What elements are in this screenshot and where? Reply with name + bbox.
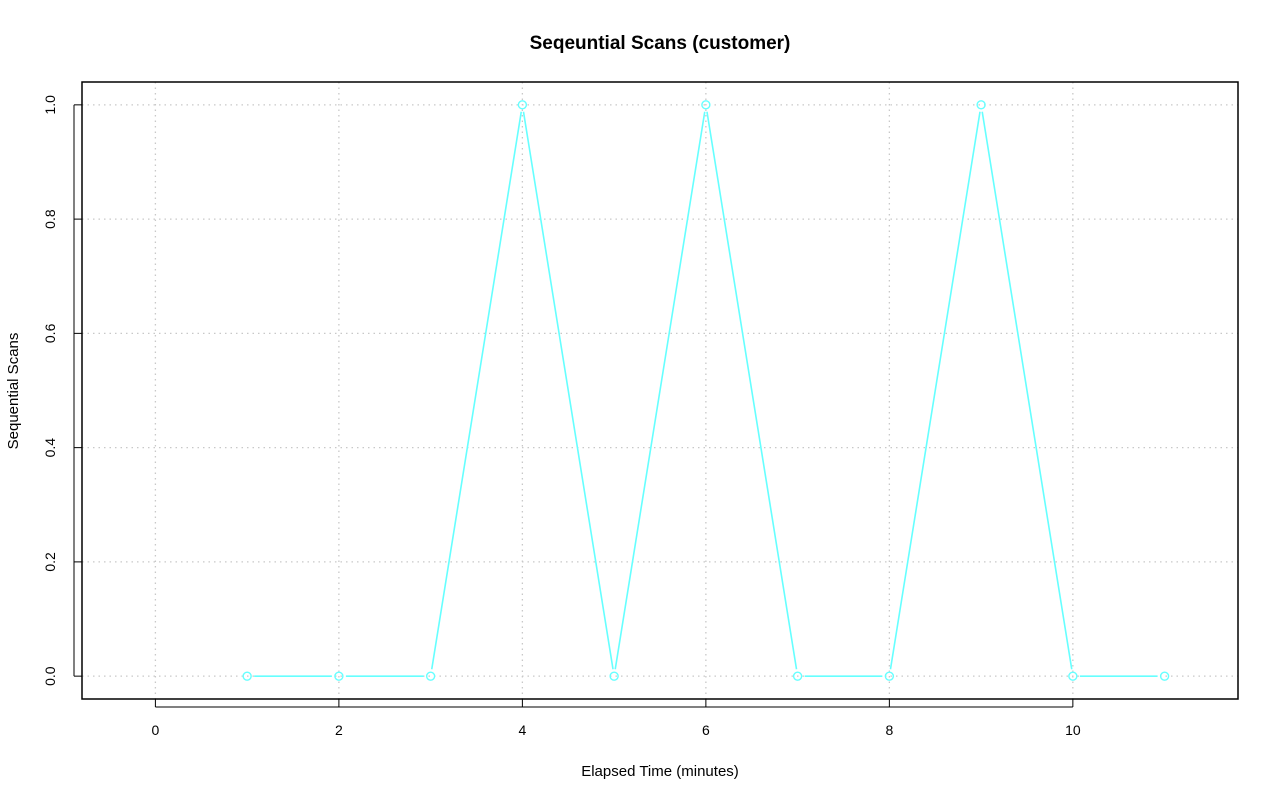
y-tick-label: 0.2	[42, 552, 58, 572]
x-tick-label: 4	[518, 722, 526, 738]
series-segment	[522, 111, 614, 670]
data-point	[609, 671, 619, 681]
y-axis: 0.0 0.2 0.4 0.6 0.8 1.0	[42, 95, 82, 686]
series-segment	[430, 111, 523, 670]
data-point	[1159, 671, 1170, 681]
x-tick-label: 0	[151, 722, 159, 738]
x-tick-label: 6	[702, 722, 710, 738]
y-tick-label: 0.8	[42, 209, 58, 229]
data-point	[884, 671, 895, 681]
series-segment	[981, 111, 1073, 670]
y-tick-label: 0.4	[42, 438, 58, 458]
x-axis: 0 2 4 6 8 10	[151, 699, 1081, 738]
y-axis-title: Sequential Scans	[5, 333, 22, 450]
y-tick-label: 1.0	[42, 95, 58, 115]
y-tick-label: 0.0	[42, 666, 58, 686]
series-layer	[242, 100, 1170, 681]
data-point	[701, 100, 711, 110]
x-axis-title: Elapsed Time (minutes)	[581, 763, 739, 780]
data-point	[976, 100, 986, 110]
data-point	[517, 100, 528, 110]
data-point	[334, 671, 344, 681]
data-point	[792, 671, 803, 681]
plot-frame	[81, 81, 1239, 700]
chart-title: Seqeuntial Scans (customer)	[530, 33, 791, 54]
data-point	[242, 671, 252, 681]
data-point	[425, 671, 436, 681]
series-segment	[614, 111, 706, 670]
x-tick-label: 2	[335, 722, 343, 738]
y-tick-label: 0.6	[42, 323, 58, 343]
x-tick-label: 8	[885, 722, 893, 738]
data-point	[1068, 671, 1078, 681]
series-segment	[706, 111, 798, 670]
x-tick-label: 10	[1065, 722, 1081, 738]
series-segment	[889, 111, 981, 670]
